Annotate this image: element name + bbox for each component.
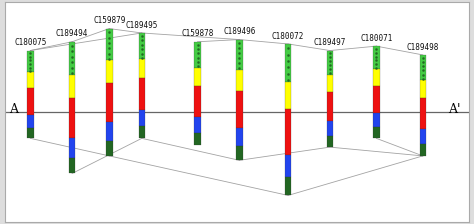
Text: C189494: C189494 [56,30,88,39]
Bar [419,129,426,144]
Bar [327,92,333,121]
Bar [285,177,292,195]
Bar [373,86,380,113]
Text: C159878: C159878 [182,30,214,39]
Bar [285,44,292,82]
Bar [419,55,426,80]
Bar [236,91,243,128]
Text: A': A' [448,103,461,116]
Bar [327,136,333,147]
Text: A: A [9,103,18,116]
Bar [327,121,333,136]
Bar [138,59,145,78]
Bar [194,117,201,133]
Bar [69,158,75,173]
Bar [419,80,426,98]
Text: C189496: C189496 [223,27,255,36]
Bar [106,83,112,122]
Bar [285,82,292,109]
Bar [69,75,75,98]
Bar [373,69,380,86]
Text: C189497: C189497 [314,38,346,47]
Text: C189495: C189495 [126,21,158,30]
Bar [69,138,75,158]
Bar [419,98,426,129]
Bar [69,42,75,75]
Bar [106,141,112,156]
Bar [236,146,243,160]
Bar [285,155,292,177]
Text: C180072: C180072 [272,32,304,41]
Bar [27,51,34,73]
Bar [138,126,145,138]
Bar [138,110,145,126]
Bar [373,113,380,127]
Bar [69,98,75,138]
Bar [27,88,34,115]
Bar [106,29,112,60]
Bar [138,33,145,59]
Bar [194,68,201,86]
Text: C180071: C180071 [360,34,392,43]
Bar [106,60,112,83]
Bar [106,122,112,141]
Bar [27,128,34,138]
Bar [236,128,243,146]
Bar [373,46,380,69]
Bar [194,86,201,117]
Bar [27,73,34,88]
Bar [327,51,333,75]
Text: C189498: C189498 [407,43,439,52]
Bar [327,75,333,92]
Bar [27,115,34,128]
Bar [194,42,201,68]
Bar [194,133,201,145]
Text: C159879: C159879 [93,16,126,25]
Bar [138,78,145,110]
Bar [236,40,243,70]
Bar [373,127,380,138]
Text: C180075: C180075 [14,38,46,47]
Bar [236,70,243,91]
Bar [419,144,426,156]
Bar [285,109,292,155]
